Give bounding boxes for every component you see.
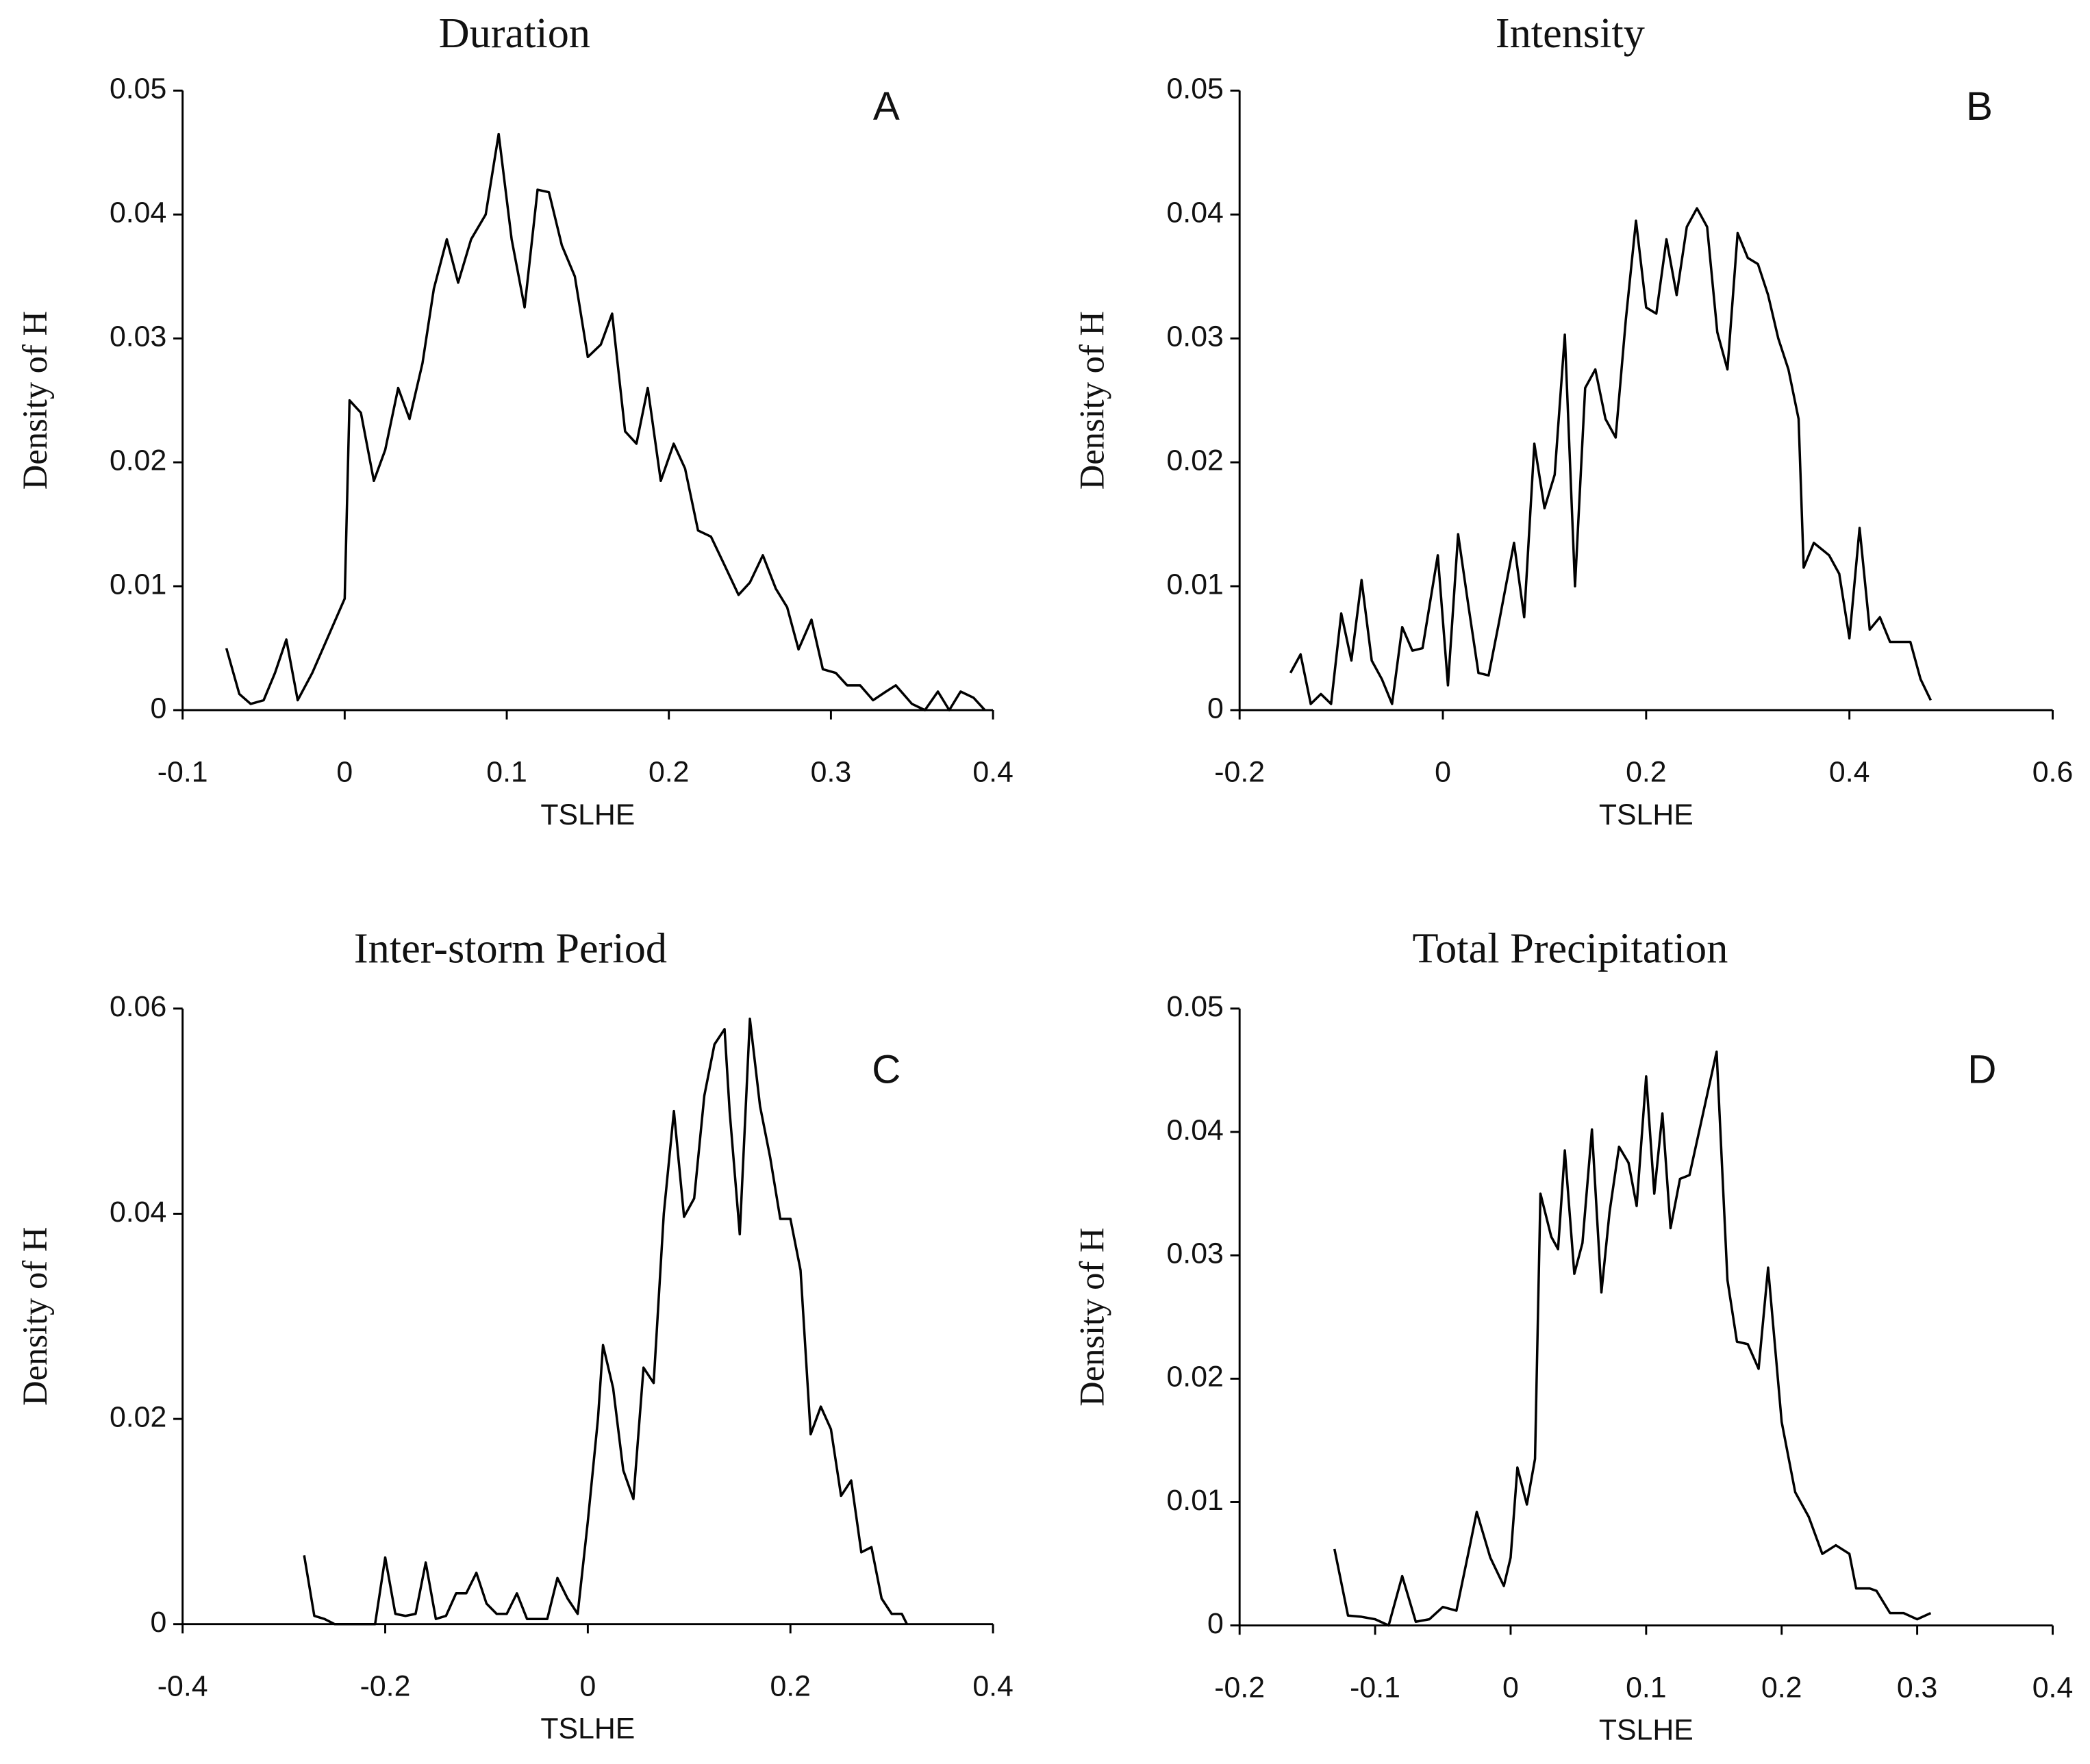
x-tick-label: 0.3 — [1897, 1671, 1938, 1704]
chart-title: Duration — [439, 10, 590, 57]
y-tick-label: 0 — [150, 1606, 166, 1639]
x-tick-label: 0.6 — [2032, 756, 2074, 789]
y-tick-label: 0.04 — [110, 197, 166, 229]
x-tick-label: 0 — [579, 1670, 596, 1702]
y-tick-label: 0.05 — [110, 73, 166, 105]
y-tick-label: 0.04 — [110, 1196, 166, 1228]
y-axis-label: Density of H — [1073, 1228, 1111, 1407]
y-axis-label: Density of H — [16, 311, 54, 490]
data-line — [303, 1018, 908, 1626]
y-tick-label: 0.06 — [110, 990, 166, 1023]
y-axis-label: Density of H — [16, 1227, 54, 1406]
chart-title: Intensity — [1496, 10, 1645, 57]
x-axis-label: TSLHE — [540, 798, 635, 831]
panel-label: A — [873, 84, 900, 129]
y-tick-label: 0.01 — [110, 568, 166, 601]
y-tick-label: 0.01 — [1167, 568, 1224, 601]
chart-title: Inter-storm Period — [354, 925, 667, 972]
x-tick-label: 0.3 — [811, 756, 852, 789]
x-tick-label: 0.4 — [1829, 756, 1870, 789]
panel-label: D — [1967, 1048, 1996, 1092]
x-tick-label: 0 — [1435, 756, 1451, 789]
panel-label: C — [872, 1048, 901, 1092]
y-tick-label: 0.03 — [1167, 320, 1224, 353]
panel-label: B — [1966, 84, 1993, 129]
y-tick-label: 0.04 — [1167, 197, 1224, 229]
x-tick-label: -0.1 — [158, 756, 208, 789]
x-axis-label: TSLHE — [1599, 798, 1694, 831]
x-tick-label: -0.2 — [1214, 1671, 1265, 1704]
x-tick-label: -0.2 — [1214, 756, 1265, 789]
y-tick-label: 0.02 — [110, 444, 166, 477]
y-tick-label: 0.02 — [1167, 1361, 1224, 1394]
y-tick-label: 0 — [1207, 692, 1224, 724]
y-tick-label: 0 — [1207, 1607, 1224, 1640]
x-tick-label: 0.1 — [486, 756, 527, 789]
data-line — [1289, 207, 1932, 705]
y-tick-label: 0.02 — [110, 1400, 166, 1433]
y-tick-label: 0.03 — [110, 320, 166, 353]
y-tick-label: 0.05 — [1167, 73, 1224, 105]
x-tick-label: 0.1 — [1626, 1671, 1667, 1704]
x-tick-label: 0.4 — [972, 1670, 1013, 1702]
y-tick-label: 0.05 — [1167, 990, 1224, 1023]
chart-title: Total Precipitation — [1412, 925, 1728, 972]
x-tick-label: -0.2 — [360, 1670, 411, 1702]
y-tick-label: 0.01 — [1167, 1484, 1224, 1517]
y-tick-label: 0.03 — [1167, 1237, 1224, 1270]
x-tick-label: 0.4 — [2032, 1671, 2074, 1704]
x-tick-label: 0.2 — [770, 1670, 811, 1702]
y-tick-label: 0 — [150, 692, 166, 724]
x-tick-label: -0.4 — [158, 1670, 208, 1702]
x-tick-label: -0.1 — [1350, 1671, 1400, 1704]
x-tick-label: 0.2 — [649, 756, 690, 789]
y-tick-label: 0.02 — [1167, 444, 1224, 477]
x-tick-label: 0 — [336, 756, 353, 789]
x-axis-label: TSLHE — [1599, 1714, 1694, 1747]
x-tick-label: 0.4 — [972, 756, 1013, 789]
y-axis-label: Density of H — [1073, 311, 1111, 490]
x-tick-label: 0.2 — [1761, 1671, 1802, 1704]
y-tick-label: 0.04 — [1167, 1113, 1224, 1146]
x-tick-label: 0 — [1502, 1671, 1519, 1704]
x-tick-label: 0.2 — [1626, 756, 1667, 789]
x-axis-label: TSLHE — [540, 1713, 635, 1746]
data-line — [225, 132, 986, 711]
data-line — [1333, 1050, 1932, 1627]
